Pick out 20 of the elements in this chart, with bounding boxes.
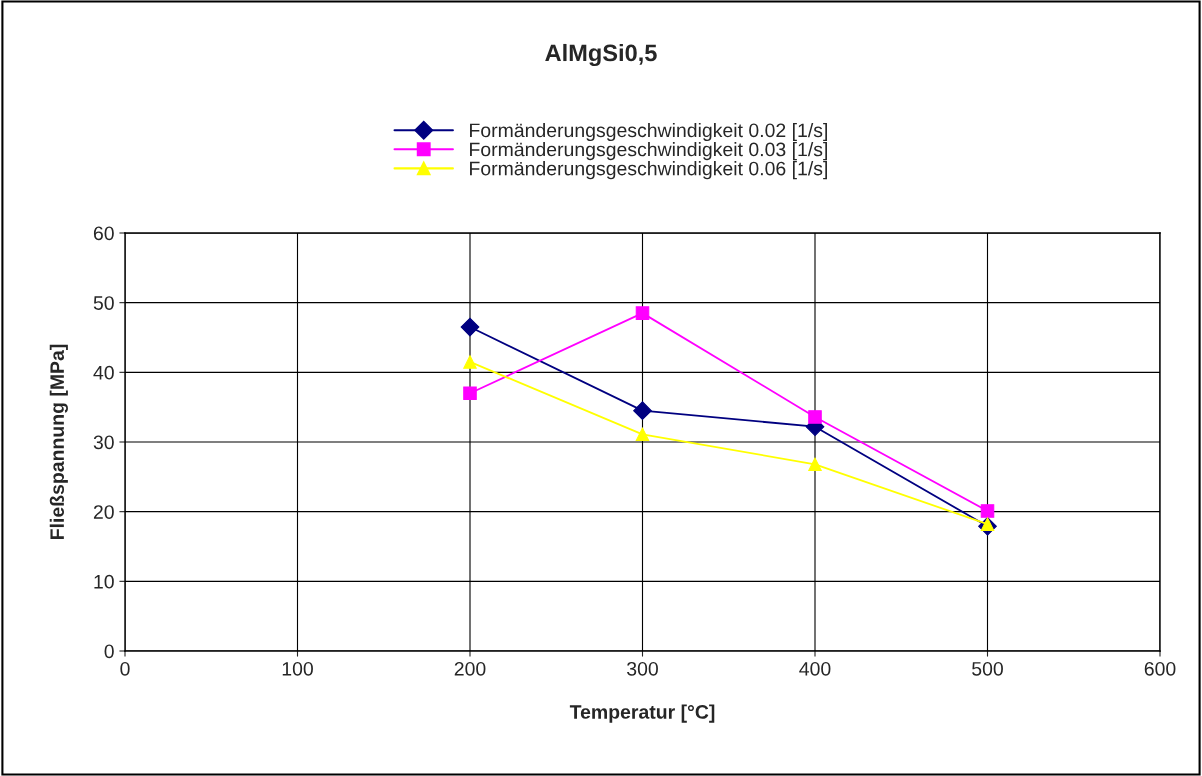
x-tick-label: 300 — [627, 661, 658, 676]
x-tick-label: 200 — [454, 661, 486, 676]
y-axis-title: Fließspannung [MPa] — [49, 344, 68, 539]
x-tick-label: 500 — [972, 661, 1003, 676]
y-tick-label: 10 — [94, 574, 114, 589]
legend-label: Formänderungsgeschwindigkeit 0.03 [1/s] — [470, 142, 827, 161]
y-tick-label: 50 — [93, 296, 114, 310]
x-axis-title: Temperatur [°C] — [569, 704, 715, 723]
y-tick-label: 30 — [93, 435, 114, 450]
y-tick-label: 40 — [93, 365, 114, 380]
y-tick-label: 0 — [104, 644, 114, 659]
x-tick-label: 100 — [282, 661, 313, 676]
x-tick-label: 400 — [799, 661, 831, 676]
y-tick-label: 20 — [93, 505, 114, 519]
legend-label: Formänderungsgeschwindigkeit 0.06 [1/s] — [470, 161, 827, 180]
legend-label: Formänderungsgeschwindigkeit 0.02 [1/s] — [470, 122, 827, 142]
y-tick-label: 60 — [93, 226, 114, 241]
x-tick-label: 0 — [120, 661, 130, 676]
chart-title: AlMgSi0,5 — [545, 43, 657, 67]
x-tick-label: 600 — [1144, 661, 1176, 676]
